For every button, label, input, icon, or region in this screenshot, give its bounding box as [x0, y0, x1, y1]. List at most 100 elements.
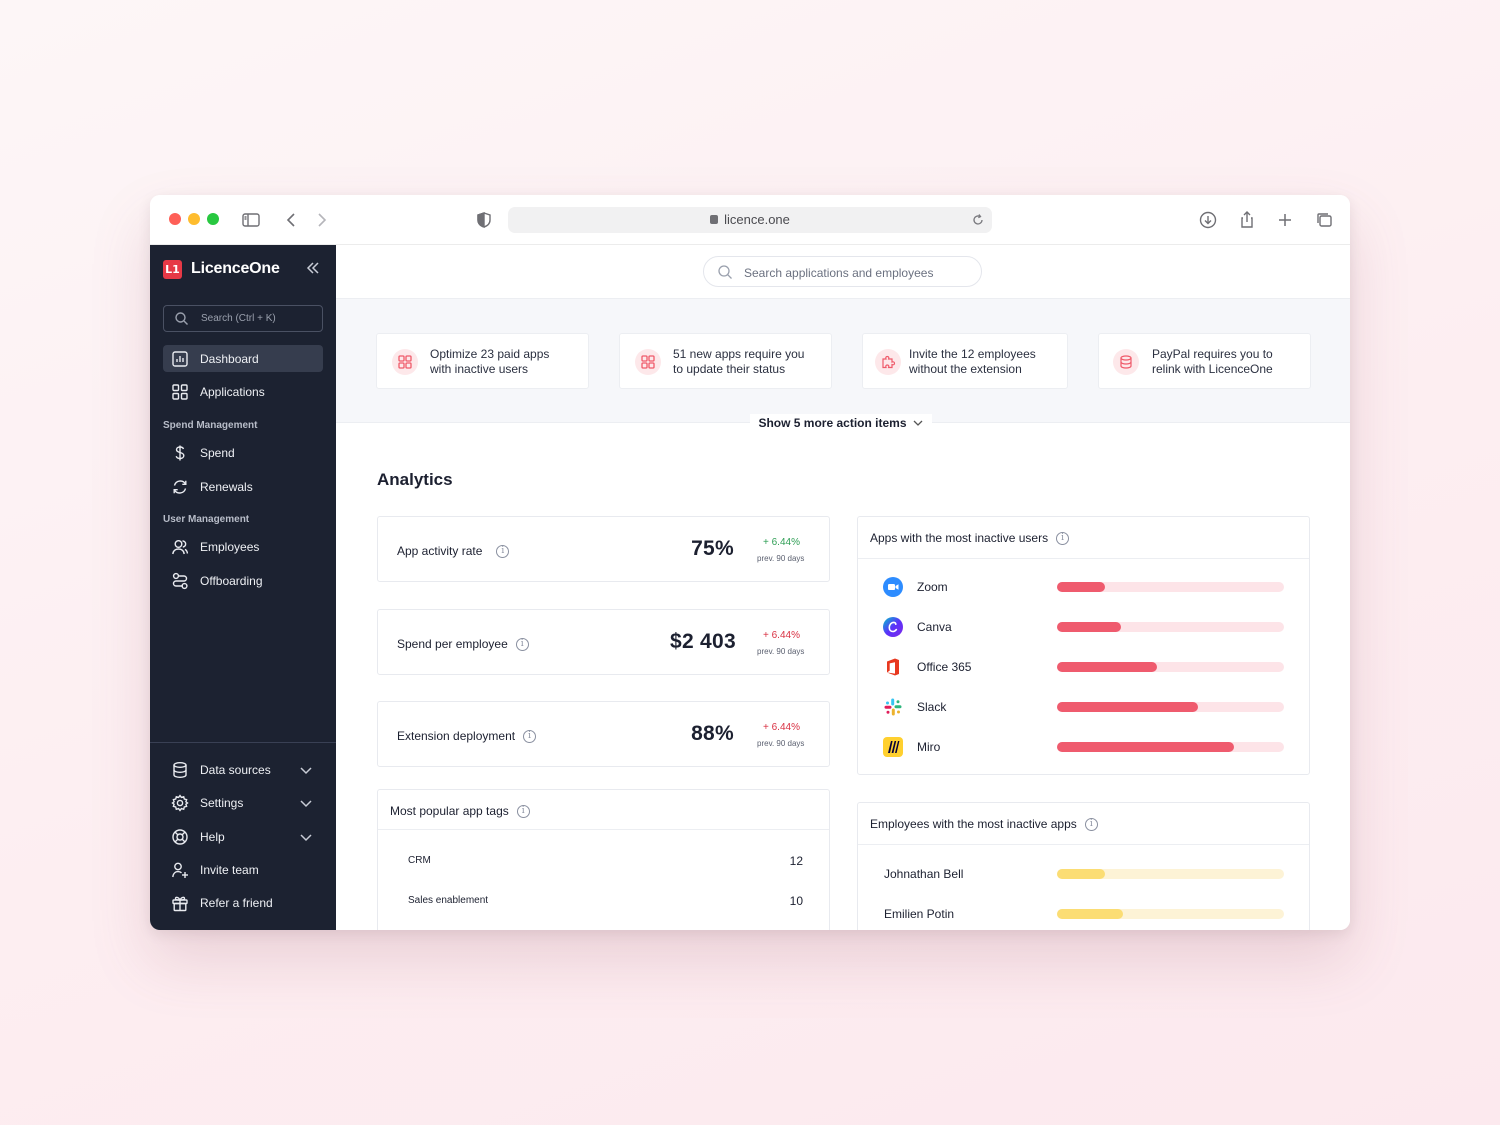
sidebar-item-settings[interactable]: Settings	[163, 789, 323, 816]
action-item-line: 51 new apps require you	[673, 347, 805, 361]
sidebar-item-label: Settings	[200, 795, 244, 810]
inactive-app-row[interactable]: Office 365	[858, 656, 1309, 678]
action-item-card[interactable]: 51 new apps require you to update their …	[619, 333, 832, 389]
inactive-app-row[interactable]: Zoom	[858, 576, 1309, 598]
new-tab-icon[interactable]	[1274, 209, 1296, 231]
back-icon[interactable]	[280, 209, 302, 231]
app-name: Canva	[917, 620, 952, 634]
action-item-line: to update their status	[673, 362, 786, 376]
sidebar-item-dashboard[interactable]: Dashboard	[163, 345, 323, 372]
info-icon[interactable]: i	[496, 544, 510, 558]
inactive-apps-header: Apps with the most inactive users i	[858, 517, 1309, 559]
tag-pill: Sales enablement	[400, 893, 497, 908]
action-item-text: Optimize 23 paid apps with inactive user…	[430, 347, 578, 377]
action-item-line: without the extension	[909, 362, 1022, 376]
sidebar-item-employees[interactable]: Employees	[163, 533, 323, 560]
url-text: licence.one	[508, 212, 992, 227]
sidebar-item-label: Applications	[200, 384, 265, 399]
tab-overview-icon[interactable]	[1313, 209, 1335, 231]
inactive-employees-header: Employees with the most inactive apps i	[858, 803, 1309, 845]
sidebar-toggle-icon[interactable]	[240, 209, 262, 231]
sidebar-item-offboarding[interactable]: Offboarding	[163, 567, 323, 594]
info-icon[interactable]: i	[516, 804, 530, 818]
sidebar: L1 LicenceOne Search (Ctrl + K) Dashboar…	[150, 245, 336, 930]
metric-card-extension-deployment: Extension deployment i 88% + 6.44% prev. …	[377, 701, 830, 767]
metric-card-app-activity: App activity rate i 75% + 6.44% prev. 90 …	[377, 516, 830, 582]
action-item-line: relink with LicenceOne	[1152, 362, 1273, 376]
info-icon[interactable]: i	[523, 729, 537, 743]
inactive-employee-row[interactable]: Johnathan Bell	[858, 863, 1309, 885]
database-icon	[1113, 349, 1139, 375]
tag-pill: CRM	[400, 853, 439, 868]
sidebar-item-applications[interactable]: Applications	[163, 378, 323, 405]
action-item-card[interactable]: Optimize 23 paid apps with inactive user…	[376, 333, 589, 389]
inactive-employee-row[interactable]: Emilien Potin	[858, 903, 1309, 925]
inactive-app-row[interactable]: Miro	[858, 736, 1309, 758]
privacy-shield-icon[interactable]	[473, 209, 495, 231]
minimize-window-button[interactable]	[188, 213, 200, 225]
inactive-bar-track	[1057, 742, 1284, 752]
sidebar-item-label: Offboarding	[200, 573, 263, 588]
sidebar-item-renewals[interactable]: Renewals	[163, 473, 323, 500]
dashboard-icon	[171, 350, 189, 368]
sidebar-search-input[interactable]: Search (Ctrl + K)	[163, 305, 323, 332]
offboarding-icon	[171, 572, 189, 590]
inactive-bar-fill	[1057, 622, 1121, 632]
inactive-bar-track	[1057, 582, 1284, 592]
metric-card-spend-per-employee: Spend per employee i $2 403 + 6.44% prev.…	[377, 609, 830, 675]
inactive-app-row[interactable]: Canva	[858, 616, 1309, 638]
metric-label: Extension deployment i	[397, 729, 537, 743]
sidebar-search-placeholder: Search (Ctrl + K)	[201, 313, 276, 324]
tag-row[interactable]: CRM 12	[378, 851, 829, 871]
metric-value: $2 403	[669, 630, 736, 653]
inactive-apps-title: Apps with the most inactive users i	[870, 531, 1070, 545]
metric-label: Spend per employee i	[397, 637, 529, 651]
show-more-action-items-button[interactable]: Show 5 more action items	[750, 414, 932, 432]
forward-icon[interactable]	[311, 209, 333, 231]
action-item-line: with inactive users	[430, 362, 529, 376]
close-window-button[interactable]	[169, 213, 181, 225]
action-item-text: PayPal requires you to relink with Licen…	[1152, 347, 1300, 377]
tag-row[interactable]: Sales enablement 10	[378, 891, 829, 911]
popular-tags-card: Most popular app tags i CRM 12 Sales enab…	[377, 789, 830, 930]
collapse-sidebar-icon[interactable]	[304, 259, 322, 277]
tag-count: 12	[789, 854, 803, 868]
maximize-window-button[interactable]	[207, 213, 219, 225]
brand[interactable]: L1 LicenceOne	[163, 258, 280, 280]
chevron-down-icon	[912, 417, 924, 429]
inactive-bar-track	[1057, 622, 1284, 632]
sidebar-item-data-sources[interactable]: Data sources	[163, 756, 323, 783]
sidebar-item-refer-a-friend[interactable]: Refer a friend	[163, 889, 323, 916]
download-icon[interactable]	[1197, 209, 1219, 231]
brand-name: LicenceOne	[191, 260, 280, 277]
popular-tags-title: Most popular app tags i	[390, 804, 530, 818]
analytics-title: Analytics	[377, 470, 453, 489]
info-icon[interactable]: i	[1056, 531, 1070, 545]
reload-icon[interactable]	[969, 211, 987, 229]
sidebar-item-invite-team[interactable]: Invite team	[163, 856, 323, 883]
action-item-line: Invite the 12 employees	[909, 347, 1036, 361]
inactive-bar-fill	[1057, 869, 1105, 879]
metric-label-text: App activity rate	[397, 544, 483, 558]
action-item-text: 51 new apps require you to update their …	[673, 347, 821, 377]
app-name: Miro	[917, 740, 941, 754]
metric-value: 88%	[691, 722, 734, 745]
sidebar-item-label: Invite team	[200, 862, 259, 877]
sidebar-item-label: Help	[200, 829, 225, 844]
metric-label-text: Spend per employee	[397, 637, 508, 651]
metric-prev-period: prev. 90 days	[757, 739, 805, 748]
address-bar[interactable]: licence.one	[508, 207, 992, 233]
inactive-app-row[interactable]: Slack	[858, 696, 1309, 718]
info-icon[interactable]: i	[1084, 817, 1098, 831]
action-item-card[interactable]: PayPal requires you to relink with Licen…	[1098, 333, 1311, 389]
inactive-bar-fill	[1057, 742, 1235, 752]
sidebar-item-help[interactable]: Help	[163, 823, 323, 850]
sidebar-item-spend[interactable]: Spend	[163, 439, 323, 466]
employee-name: Johnathan Bell	[884, 867, 964, 881]
metric-label-text: Extension deployment	[397, 729, 516, 743]
sidebar-item-label: Refer a friend	[200, 895, 273, 910]
share-icon[interactable]	[1236, 209, 1258, 231]
action-item-card[interactable]: Invite the 12 employees without the exte…	[862, 333, 1068, 389]
global-search-input[interactable]: Search applications and employees	[703, 256, 982, 287]
info-icon[interactable]: i	[515, 637, 529, 651]
